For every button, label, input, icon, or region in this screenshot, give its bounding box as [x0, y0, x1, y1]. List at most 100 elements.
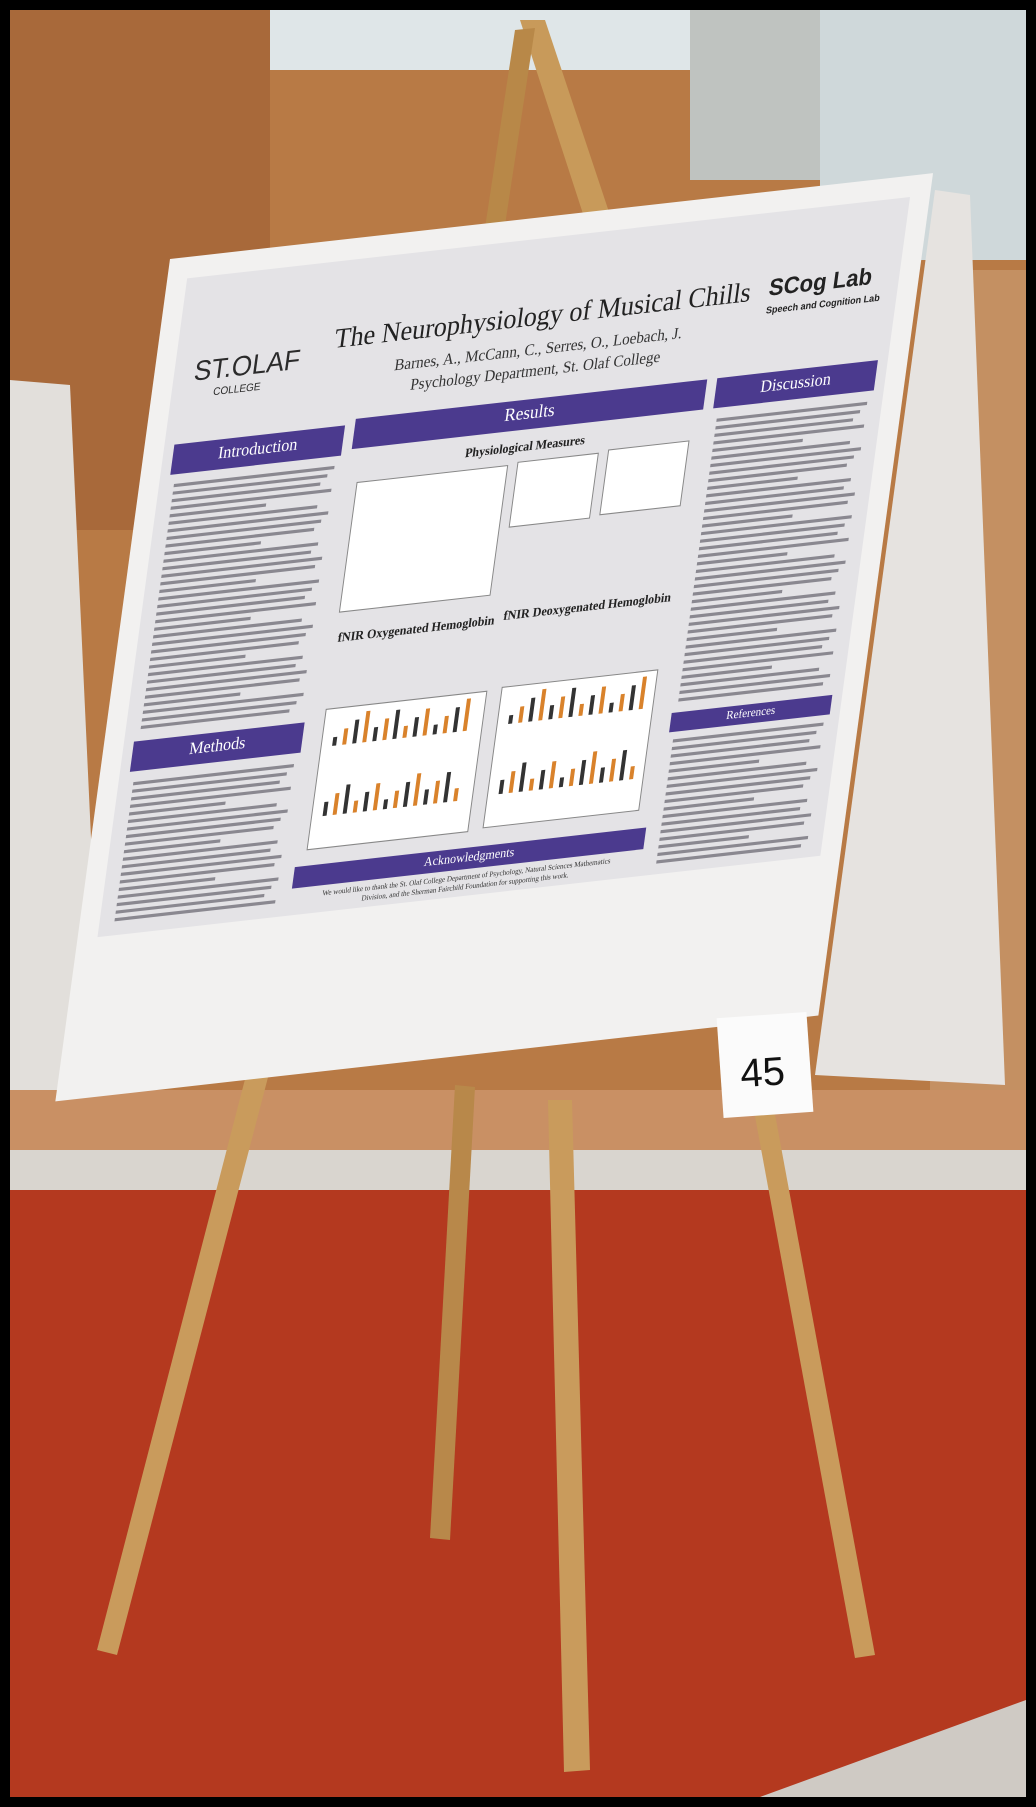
easel-leg [520, 20, 610, 220]
figure-bar [578, 759, 587, 786]
easel-leg [97, 1060, 272, 1655]
text-line [668, 759, 760, 773]
text-line [703, 492, 855, 513]
text-line [148, 654, 246, 669]
text-line [698, 531, 838, 551]
text-line [681, 665, 773, 679]
text-line [696, 552, 788, 566]
section-header [669, 694, 833, 733]
figure-bar [558, 777, 565, 788]
figure-bar [392, 709, 401, 740]
text-line [131, 772, 287, 793]
text-line [144, 678, 300, 699]
text-line [683, 644, 823, 664]
section-header [291, 827, 647, 889]
text-line [694, 560, 846, 581]
text-line [117, 877, 279, 899]
figure-bar [538, 769, 546, 790]
card [716, 1011, 814, 1119]
text-line [661, 806, 801, 826]
ledge [10, 1150, 1026, 1190]
text-line [169, 503, 267, 518]
text-line [159, 578, 256, 594]
text-line [704, 486, 844, 506]
figure-bar [453, 787, 459, 802]
section-title: References [725, 704, 776, 722]
text-line [701, 514, 793, 528]
text-line [656, 844, 802, 864]
text-line [715, 409, 861, 430]
text-line [145, 670, 307, 692]
figure-bar [608, 758, 617, 782]
text-line [127, 803, 277, 824]
body-text [656, 722, 824, 864]
text-line [693, 568, 839, 589]
text-line [680, 667, 820, 687]
text-line [163, 542, 319, 563]
text-line [115, 893, 265, 914]
text-line [670, 738, 810, 758]
text-line [700, 515, 852, 536]
figure-bar [528, 778, 535, 791]
figure-bar [382, 799, 389, 810]
floor-tile [760, 1700, 1026, 1797]
easel-leg [548, 1100, 590, 1772]
poster-backboard [815, 190, 1005, 1085]
figure-bar [362, 791, 370, 812]
text-line [124, 825, 274, 846]
figure-bar [382, 718, 390, 741]
figure-bar [508, 714, 514, 724]
figure-bar [452, 707, 460, 733]
figure [338, 464, 509, 613]
text-line [156, 595, 306, 616]
text-line [709, 455, 855, 475]
figure-bar [548, 704, 555, 720]
text-line [130, 780, 280, 801]
figure-bar [402, 725, 409, 738]
text-line [665, 776, 811, 796]
figure-bar [548, 761, 557, 789]
text-line [155, 602, 317, 624]
text-line [140, 709, 290, 730]
text-line [678, 682, 824, 702]
section-header [129, 722, 305, 772]
section-header [351, 379, 708, 450]
text-line [120, 854, 282, 877]
text-line [667, 761, 807, 781]
text-line [688, 605, 840, 627]
figure-bar [588, 751, 598, 784]
figure-bar [412, 773, 422, 806]
text-line [162, 550, 312, 571]
figure-bar [342, 728, 349, 745]
figure-bar [598, 767, 606, 783]
text-line [710, 447, 862, 468]
text-line [161, 556, 323, 578]
text-line [672, 722, 824, 743]
text-line [690, 591, 836, 611]
text-line [692, 576, 832, 596]
figure-bar [422, 789, 430, 805]
text-line [141, 700, 297, 722]
poster-board: ST.OLAF COLLEGE The Neurophysiology of M… [55, 173, 934, 1102]
body-text [140, 465, 335, 730]
text-line [702, 500, 848, 521]
text-line [143, 692, 241, 707]
text-line [666, 767, 818, 789]
body-text [114, 764, 295, 922]
body-text [678, 401, 868, 702]
text-line [685, 628, 837, 649]
text-line [164, 541, 262, 556]
figure-bar [352, 719, 360, 744]
text-line [119, 862, 275, 884]
text-line [686, 627, 778, 642]
text-line [160, 564, 316, 586]
text-line [173, 465, 335, 488]
text-line [165, 527, 315, 548]
poster-number: 45 [739, 1049, 786, 1096]
text-line [707, 476, 798, 490]
figure-bars [322, 676, 648, 817]
text-line [708, 463, 848, 483]
figure-bar [392, 790, 400, 809]
text-line [713, 424, 865, 445]
